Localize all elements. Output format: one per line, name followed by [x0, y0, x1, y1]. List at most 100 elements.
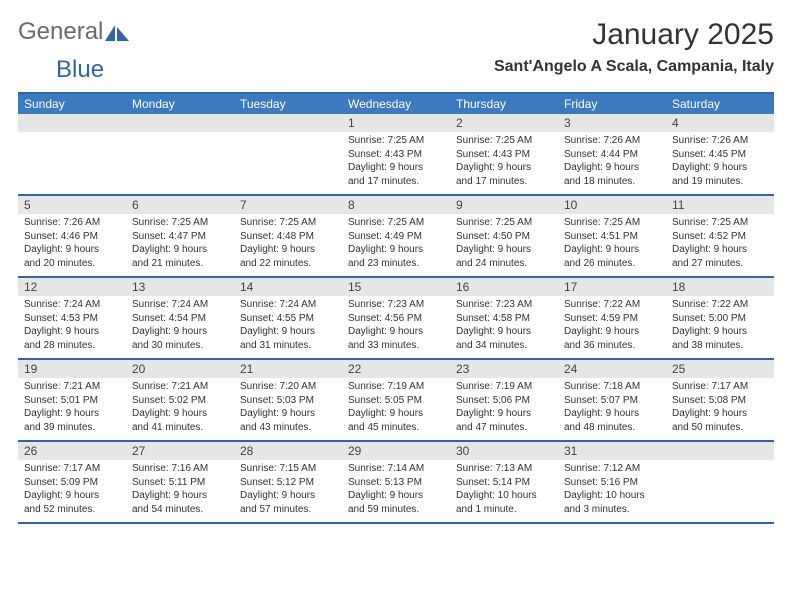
day-detail-line: Daylight: 9 hours [564, 407, 660, 421]
weekday-header-row: SundayMondayTuesdayWednesdayThursdayFrid… [18, 94, 774, 114]
day-number: 7 [234, 196, 342, 214]
day-number: 15 [342, 278, 450, 296]
day-details: Sunrise: 7:15 AMSunset: 5:12 PMDaylight:… [234, 460, 342, 522]
day-detail-line: Daylight: 9 hours [132, 243, 228, 257]
day-detail-line: Daylight: 9 hours [348, 325, 444, 339]
day-detail-line: Daylight: 9 hours [456, 161, 552, 175]
calendar-day-cell: 6Sunrise: 7:25 AMSunset: 4:47 PMDaylight… [126, 196, 234, 276]
day-detail-line: and 52 minutes. [24, 503, 120, 517]
day-number [234, 114, 342, 132]
calendar-day-cell: 11Sunrise: 7:25 AMSunset: 4:52 PMDayligh… [666, 196, 774, 276]
day-detail-line: Sunrise: 7:26 AM [564, 134, 660, 148]
day-detail-line: Sunset: 4:46 PM [24, 230, 120, 244]
calendar-day-cell: 2Sunrise: 7:25 AMSunset: 4:43 PMDaylight… [450, 114, 558, 194]
day-detail-line: Sunset: 4:44 PM [564, 148, 660, 162]
day-details: Sunrise: 7:13 AMSunset: 5:14 PMDaylight:… [450, 460, 558, 522]
day-details: Sunrise: 7:25 AMSunset: 4:50 PMDaylight:… [450, 214, 558, 276]
calendar-day-cell: 28Sunrise: 7:15 AMSunset: 5:12 PMDayligh… [234, 442, 342, 522]
calendar-week-row: 26Sunrise: 7:17 AMSunset: 5:09 PMDayligh… [18, 442, 774, 524]
day-details [18, 132, 126, 140]
day-detail-line: and 30 minutes. [132, 339, 228, 353]
day-detail-line: Sunset: 5:13 PM [348, 476, 444, 490]
day-detail-line: Sunrise: 7:23 AM [456, 298, 552, 312]
day-detail-line: Sunset: 5:06 PM [456, 394, 552, 408]
day-detail-line: Sunrise: 7:21 AM [24, 380, 120, 394]
day-number: 31 [558, 442, 666, 460]
day-details: Sunrise: 7:26 AMSunset: 4:44 PMDaylight:… [558, 132, 666, 194]
day-detail-line: Daylight: 9 hours [456, 243, 552, 257]
day-detail-line: Sunrise: 7:17 AM [672, 380, 768, 394]
day-number: 14 [234, 278, 342, 296]
calendar-day-cell: 16Sunrise: 7:23 AMSunset: 4:58 PMDayligh… [450, 278, 558, 358]
day-detail-line: Sunrise: 7:24 AM [24, 298, 120, 312]
calendar-week-row: 1Sunrise: 7:25 AMSunset: 4:43 PMDaylight… [18, 114, 774, 196]
month-title: January 2025 [494, 18, 774, 52]
day-details: Sunrise: 7:19 AMSunset: 5:06 PMDaylight:… [450, 378, 558, 440]
day-number: 29 [342, 442, 450, 460]
calendar-day-cell: 25Sunrise: 7:17 AMSunset: 5:08 PMDayligh… [666, 360, 774, 440]
day-details: Sunrise: 7:20 AMSunset: 5:03 PMDaylight:… [234, 378, 342, 440]
day-detail-line: Sunset: 5:03 PM [240, 394, 336, 408]
day-detail-line: Sunrise: 7:26 AM [672, 134, 768, 148]
day-detail-line: and 57 minutes. [240, 503, 336, 517]
day-detail-line: and 59 minutes. [348, 503, 444, 517]
day-detail-line: Sunset: 4:55 PM [240, 312, 336, 326]
day-detail-line: Daylight: 9 hours [132, 325, 228, 339]
day-number [126, 114, 234, 132]
day-detail-line: Sunset: 5:00 PM [672, 312, 768, 326]
day-detail-line: Daylight: 9 hours [456, 325, 552, 339]
day-detail-line: Sunset: 5:07 PM [564, 394, 660, 408]
day-detail-line: and 27 minutes. [672, 257, 768, 271]
day-detail-line: Sunset: 5:02 PM [132, 394, 228, 408]
day-number: 9 [450, 196, 558, 214]
calendar-day-cell: 20Sunrise: 7:21 AMSunset: 5:02 PMDayligh… [126, 360, 234, 440]
day-detail-line: Sunset: 4:49 PM [348, 230, 444, 244]
day-detail-line: Sunrise: 7:22 AM [672, 298, 768, 312]
day-detail-line: Sunset: 5:12 PM [240, 476, 336, 490]
day-detail-line: Sunrise: 7:25 AM [456, 134, 552, 148]
day-number: 30 [450, 442, 558, 460]
calendar-day-cell: 10Sunrise: 7:25 AMSunset: 4:51 PMDayligh… [558, 196, 666, 276]
day-detail-line: Daylight: 9 hours [672, 325, 768, 339]
calendar-week-row: 19Sunrise: 7:21 AMSunset: 5:01 PMDayligh… [18, 360, 774, 442]
calendar: SundayMondayTuesdayWednesdayThursdayFrid… [18, 92, 774, 524]
calendar-day-cell [234, 114, 342, 194]
brand-sail-icon [105, 18, 131, 46]
day-detail-line: Daylight: 9 hours [564, 325, 660, 339]
day-detail-line: and 3 minutes. [564, 503, 660, 517]
weekday-header-cell: Friday [558, 94, 666, 114]
day-detail-line: and 23 minutes. [348, 257, 444, 271]
day-details: Sunrise: 7:14 AMSunset: 5:13 PMDaylight:… [342, 460, 450, 522]
weekday-header-cell: Thursday [450, 94, 558, 114]
day-details: Sunrise: 7:12 AMSunset: 5:16 PMDaylight:… [558, 460, 666, 522]
day-detail-line: Sunset: 4:53 PM [24, 312, 120, 326]
day-detail-line: Sunrise: 7:16 AM [132, 462, 228, 476]
calendar-day-cell: 18Sunrise: 7:22 AMSunset: 5:00 PMDayligh… [666, 278, 774, 358]
day-detail-line: Sunrise: 7:13 AM [456, 462, 552, 476]
day-detail-line: and 39 minutes. [24, 421, 120, 435]
day-number: 6 [126, 196, 234, 214]
day-detail-line: Sunset: 4:50 PM [456, 230, 552, 244]
calendar-day-cell: 7Sunrise: 7:25 AMSunset: 4:48 PMDaylight… [234, 196, 342, 276]
day-detail-line: Daylight: 9 hours [24, 489, 120, 503]
day-details: Sunrise: 7:26 AMSunset: 4:46 PMDaylight:… [18, 214, 126, 276]
day-detail-line: and 17 minutes. [348, 175, 444, 189]
calendar-day-cell: 31Sunrise: 7:12 AMSunset: 5:16 PMDayligh… [558, 442, 666, 522]
day-detail-line: Sunset: 4:43 PM [456, 148, 552, 162]
day-detail-line: Daylight: 9 hours [456, 407, 552, 421]
calendar-day-cell: 9Sunrise: 7:25 AMSunset: 4:50 PMDaylight… [450, 196, 558, 276]
day-details [126, 132, 234, 140]
weekday-header-cell: Sunday [18, 94, 126, 114]
day-detail-line: and 45 minutes. [348, 421, 444, 435]
day-detail-line: Sunrise: 7:19 AM [456, 380, 552, 394]
day-detail-line: Daylight: 9 hours [348, 161, 444, 175]
day-detail-line: Daylight: 9 hours [348, 489, 444, 503]
day-detail-line: Sunset: 5:01 PM [24, 394, 120, 408]
day-detail-line: Sunrise: 7:21 AM [132, 380, 228, 394]
day-detail-line: Daylight: 9 hours [132, 407, 228, 421]
day-number: 19 [18, 360, 126, 378]
day-details: Sunrise: 7:25 AMSunset: 4:43 PMDaylight:… [342, 132, 450, 194]
day-detail-line: Sunset: 4:45 PM [672, 148, 768, 162]
location-label: Sant'Angelo A Scala, Campania, Italy [494, 58, 774, 76]
calendar-day-cell: 13Sunrise: 7:24 AMSunset: 4:54 PMDayligh… [126, 278, 234, 358]
